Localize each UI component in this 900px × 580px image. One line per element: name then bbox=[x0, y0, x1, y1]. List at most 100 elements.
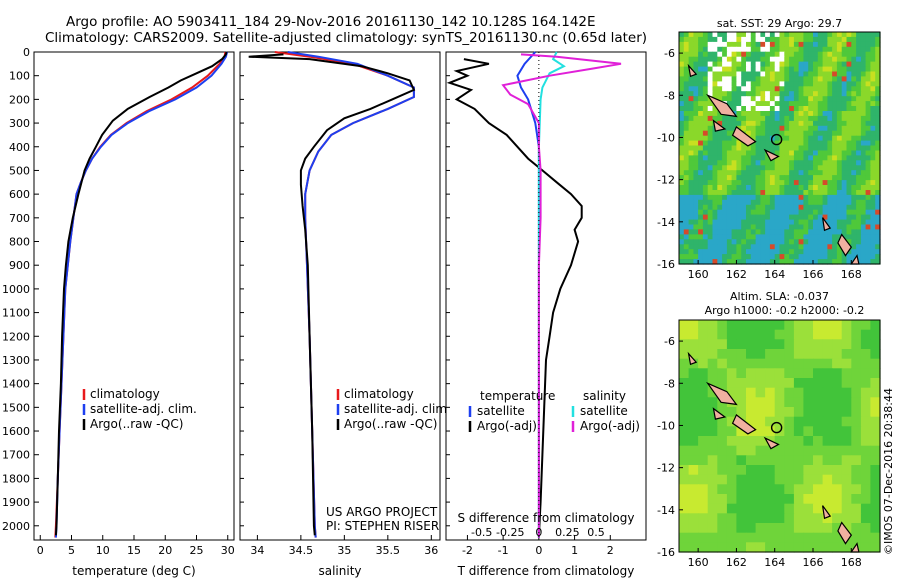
sst_map-ytick-label: -6 bbox=[664, 47, 675, 60]
sla_map-ytick-label: -6 bbox=[664, 335, 675, 348]
project-label: US ARGO PROJECT bbox=[326, 505, 438, 519]
sla_map-xtick-label: 162 bbox=[726, 556, 747, 569]
pi-label: PI: STEPHEN RISER bbox=[326, 519, 439, 533]
sst_map-xtick-label: 166 bbox=[803, 268, 824, 281]
sla_map-ytick-label: -12 bbox=[657, 462, 675, 475]
salinity-plot-frame bbox=[239, 51, 441, 541]
temperature-xtick-label: 5 bbox=[68, 544, 75, 557]
diff-legend-header-temp: temperature bbox=[480, 389, 555, 403]
s-diff-tick-label: 0 bbox=[535, 526, 542, 539]
temperature-ytick-label: 1200 bbox=[2, 330, 30, 343]
sst_map-frame bbox=[678, 31, 881, 265]
diff-legend-header-sal: salinity bbox=[583, 389, 626, 403]
sla_map-frame bbox=[678, 319, 881, 553]
temp-legend-label: Argo(..raw -QC) bbox=[90, 417, 183, 431]
diff-legend-label: Argo(-adj) bbox=[580, 419, 640, 433]
temperature-ytick-label: 1800 bbox=[2, 472, 30, 485]
sst_map-ytick-label: -12 bbox=[657, 174, 675, 187]
difference-series-1 bbox=[446, 58, 583, 536]
temperature-series-2 bbox=[54, 51, 228, 536]
temperature-xlabel: temperature (deg C) bbox=[72, 564, 195, 578]
diff-legend-label: Argo(-adj) bbox=[477, 419, 537, 433]
salinity-xtick-label: 36 bbox=[424, 544, 438, 557]
difference-series-2 bbox=[537, 51, 566, 538]
salinity-xtick-label: 35.5 bbox=[376, 544, 401, 557]
temperature-ytick-label: 1700 bbox=[2, 449, 30, 462]
sla_map-ytick-label: -10 bbox=[657, 419, 675, 432]
sst_map-xtick-label: 168 bbox=[841, 268, 862, 281]
temperature-ytick-label: 800 bbox=[9, 236, 30, 249]
diff-legend-label: satellite bbox=[580, 404, 628, 418]
temperature-ytick-label: 1100 bbox=[2, 307, 30, 320]
sst_map-argo-position-marker bbox=[770, 133, 783, 146]
sla_map-xtick-label: 168 bbox=[841, 556, 862, 569]
difference-plot-frame bbox=[445, 51, 647, 541]
s-diff-tick-label: 0.25 bbox=[555, 526, 580, 539]
sal-legend-label: climatology bbox=[344, 387, 414, 401]
sla_map-xtick-label: 166 bbox=[803, 556, 824, 569]
s-diff-tick-label: -0.5 bbox=[471, 526, 492, 539]
temperature-plot-frame bbox=[33, 51, 235, 541]
difference-xtick-label: 1 bbox=[571, 544, 578, 557]
sla_map-subtitle: Argo h1000: -0.2 h2000: -0.2 bbox=[705, 304, 865, 317]
sla_map-ytick-label: -16 bbox=[657, 546, 675, 559]
difference-xtick-label: -2 bbox=[462, 544, 473, 557]
temperature-xtick-label: 20 bbox=[158, 544, 172, 557]
temperature-ytick-label: 2000 bbox=[2, 520, 30, 533]
chart-title-line2: Climatology: CARS2009. Satellite-adjuste… bbox=[45, 30, 648, 46]
sst_map-ytick-label: -8 bbox=[664, 89, 675, 102]
chart-title-line1: Argo profile: AO 5903411_184 29-Nov-2016… bbox=[66, 14, 596, 30]
temperature-ytick-label: 300 bbox=[9, 117, 30, 130]
sla_map-title: Altim. SLA: -0.037 bbox=[730, 290, 829, 303]
sla_map-ytick-label: -8 bbox=[664, 377, 675, 390]
temperature-ytick-label: 200 bbox=[9, 93, 30, 106]
temperature-ytick-label: 900 bbox=[9, 259, 30, 272]
sst_map-xtick-label: 162 bbox=[726, 268, 747, 281]
sla_map-field bbox=[679, 320, 881, 553]
temperature-xtick-label: 0 bbox=[37, 544, 44, 557]
temperature-ytick-label: 1000 bbox=[2, 283, 30, 296]
temperature-ytick-label: 400 bbox=[9, 141, 30, 154]
difference-xtick-label: 2 bbox=[607, 544, 614, 557]
temperature-ytick-label: 500 bbox=[9, 164, 30, 177]
difference-xlabel: T difference from climatology bbox=[457, 564, 635, 578]
timestamp-label: ©IMOS 07-Dec-2016 20:38:44 bbox=[882, 388, 895, 555]
temperature-ytick-label: 0 bbox=[23, 46, 30, 59]
sst_map-xtick-label: 164 bbox=[764, 268, 785, 281]
temperature-ytick-label: 1300 bbox=[2, 354, 30, 367]
temperature-ytick-label: 600 bbox=[9, 188, 30, 201]
temperature-ytick-label: 1500 bbox=[2, 401, 30, 414]
sst_map-field bbox=[679, 32, 881, 265]
sla_map-xtick-label: 160 bbox=[688, 556, 709, 569]
sst_map-title: sat. SST: 29 Argo: 29.7 bbox=[717, 17, 842, 30]
temperature-ytick-label: 1900 bbox=[2, 496, 30, 509]
sst_map-ytick-label: -14 bbox=[657, 216, 675, 229]
sst_map-ytick-label: -10 bbox=[657, 131, 675, 144]
temperature-xtick-label: 15 bbox=[127, 544, 141, 557]
sst_map-ytick-label: -16 bbox=[657, 258, 675, 271]
temp-legend-label: climatology bbox=[90, 387, 160, 401]
salinity-xtick-label: 35 bbox=[337, 544, 351, 557]
temperature-ytick-label: 1400 bbox=[2, 378, 30, 391]
temperature-xtick-label: 30 bbox=[221, 544, 235, 557]
sst_map-islands bbox=[687, 63, 860, 265]
temperature-ytick-label: 1600 bbox=[2, 425, 30, 438]
diff-legend-label: satellite bbox=[477, 404, 525, 418]
sst_map-xtick-label: 160 bbox=[688, 268, 709, 281]
s-diff-tick-label: -0.25 bbox=[496, 526, 524, 539]
temp-legend-label: satellite-adj. clim. bbox=[90, 402, 197, 416]
temperature-ytick-label: 100 bbox=[9, 70, 30, 83]
sla_map-ytick-label: -14 bbox=[657, 504, 675, 517]
difference-xtick-label: -1 bbox=[498, 544, 509, 557]
temperature-xtick-label: 10 bbox=[96, 544, 110, 557]
sal-legend-label: Argo(..raw -QC) bbox=[344, 417, 437, 431]
temperature-ytick-label: 700 bbox=[9, 212, 30, 225]
salinity-xtick-label: 34.5 bbox=[289, 544, 314, 557]
salinity-series-2 bbox=[248, 53, 416, 536]
salinity-xtick-label: 34 bbox=[250, 544, 264, 557]
s-diff-tick-label: 0.5 bbox=[587, 526, 605, 539]
difference-xtick-label: 0 bbox=[535, 544, 542, 557]
sla_map-xtick-label: 164 bbox=[764, 556, 785, 569]
salinity-xlabel: salinity bbox=[318, 564, 361, 578]
